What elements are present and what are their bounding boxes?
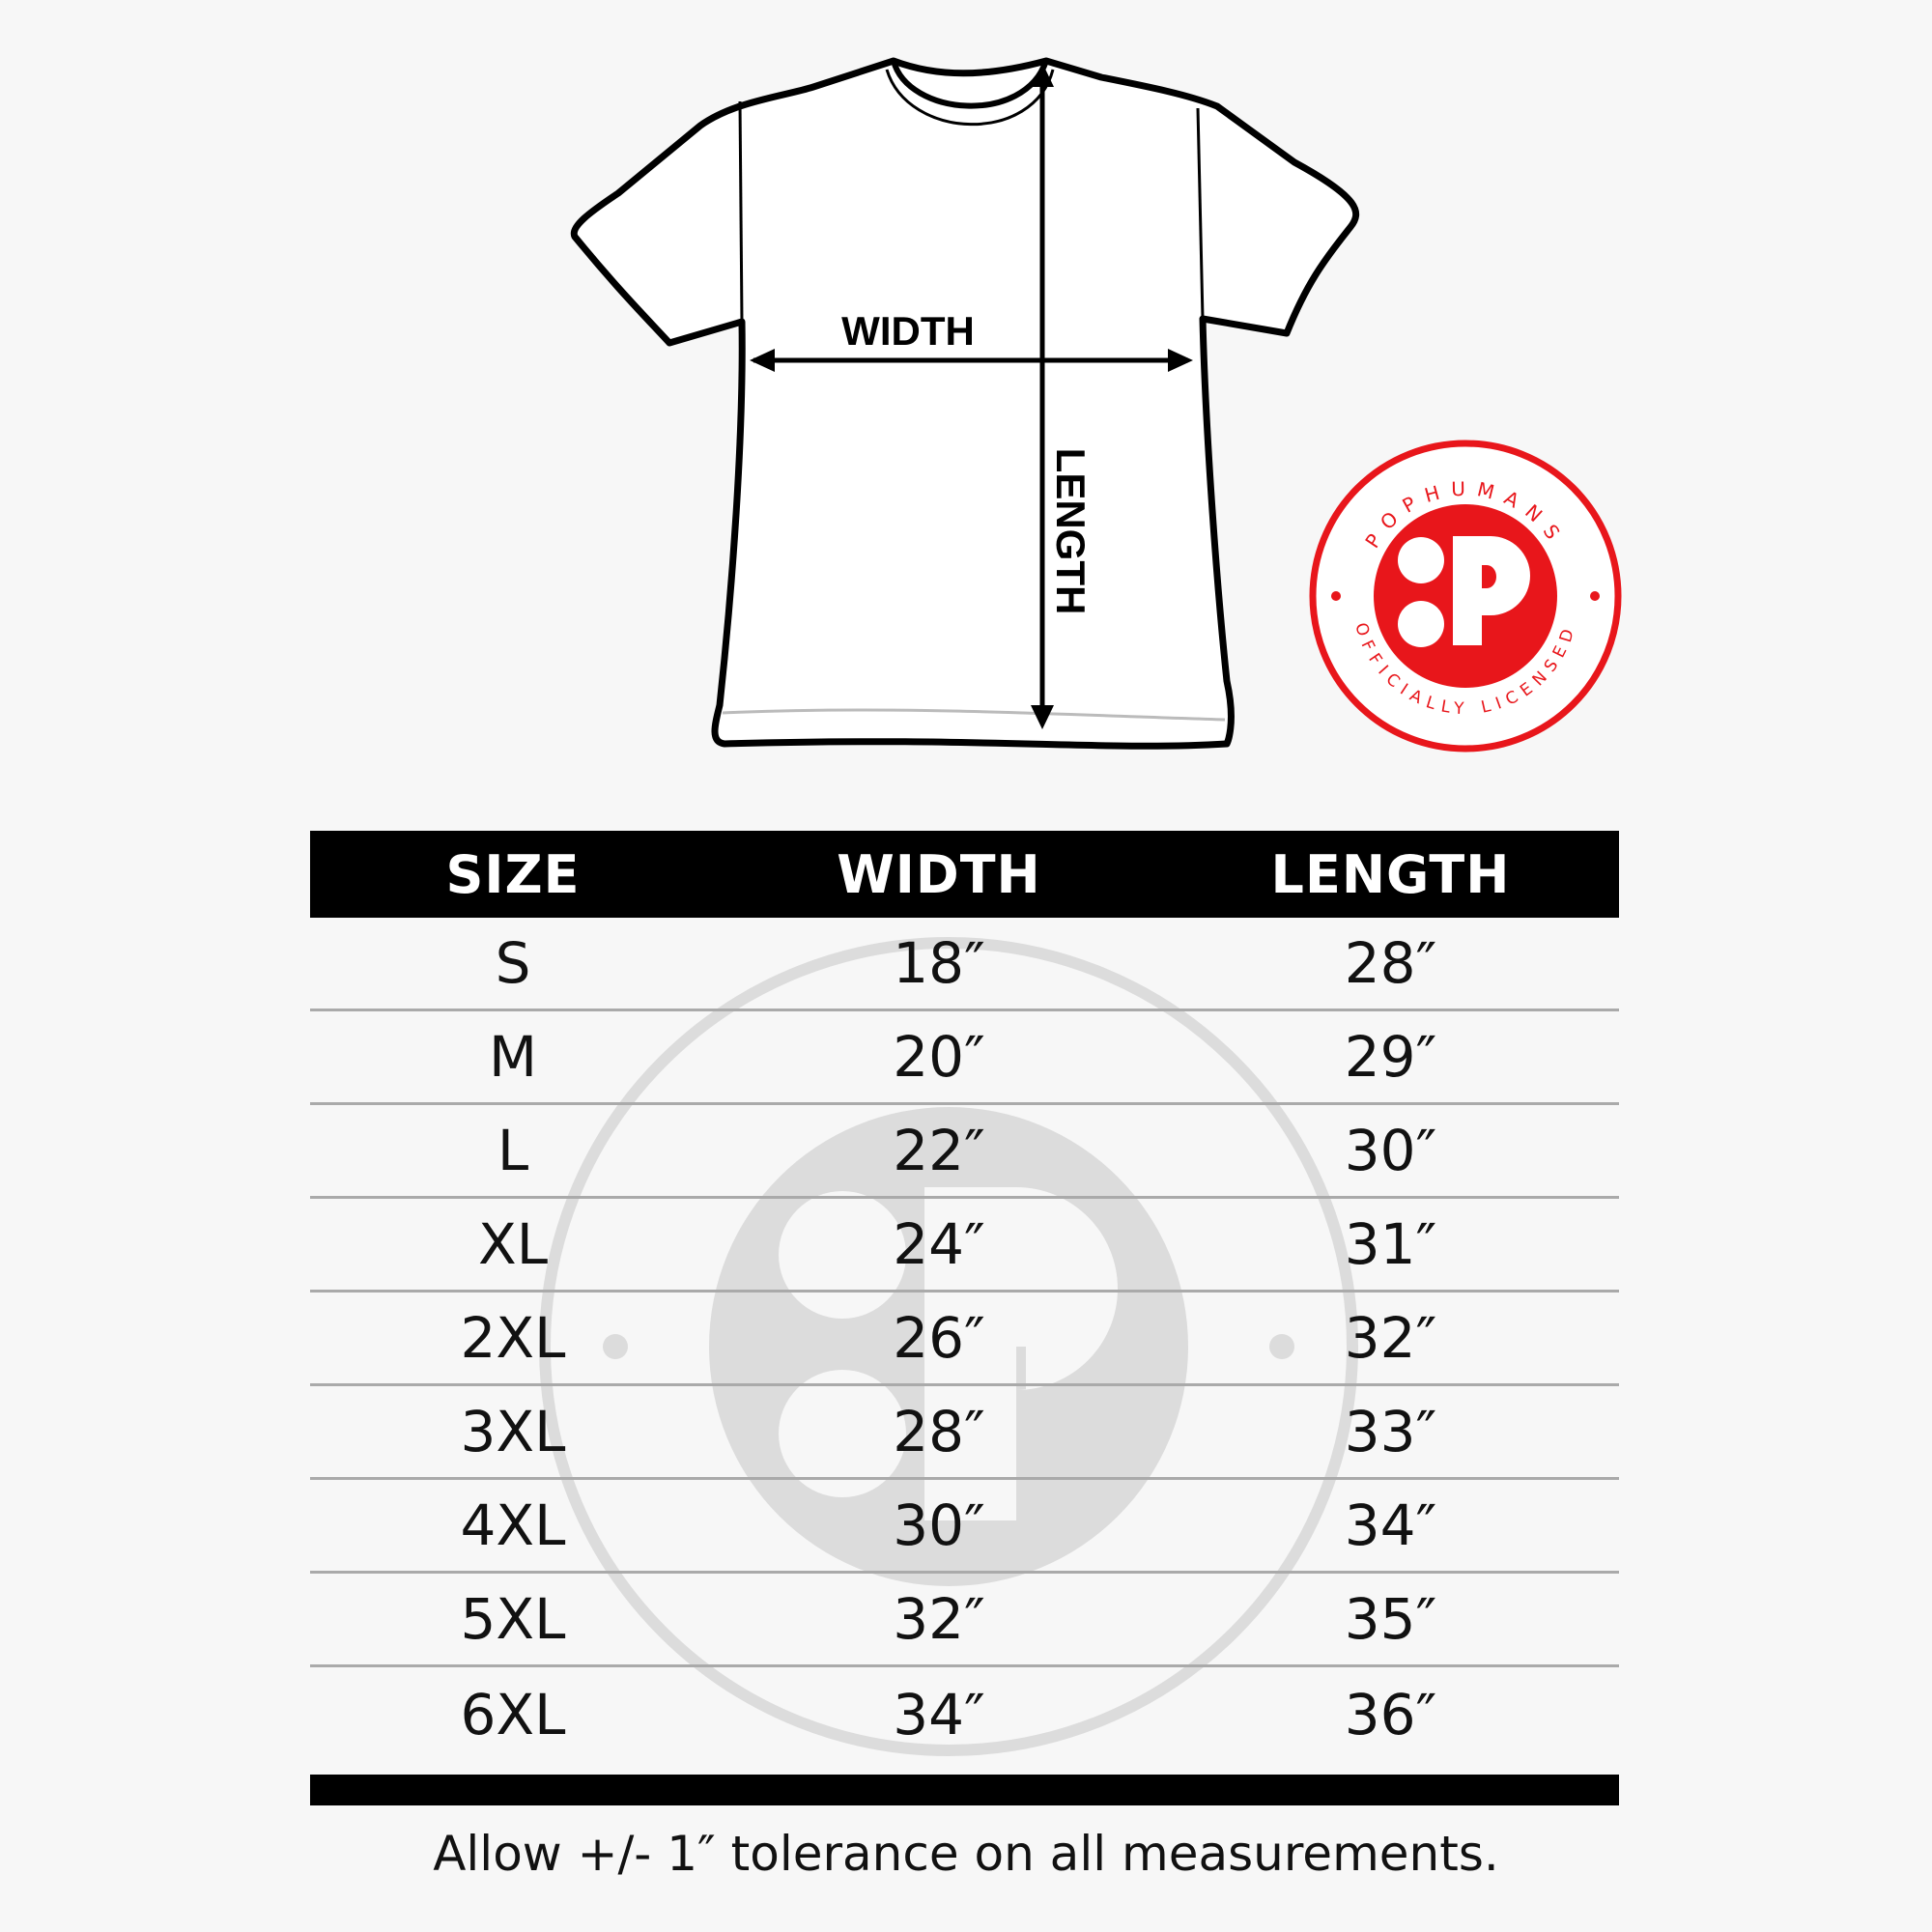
- size-cell: S: [495, 930, 531, 996]
- width-label: WIDTH: [841, 308, 975, 354]
- size-chart-table: SIZE WIDTH LENGTH S 18″ 28″ M 20″ 29″ L 22″ 30″ X…: [310, 831, 1619, 1761]
- length-label: LENGTH: [1048, 448, 1094, 615]
- tshirt-diagram: WIDTH LENGTH: [570, 57, 1360, 750]
- size-cell: XL: [477, 1211, 549, 1277]
- length-cell: 33″: [1344, 1399, 1437, 1464]
- length-cell: 32″: [1344, 1305, 1437, 1371]
- table-row: L 22″ 30″: [310, 1105, 1619, 1199]
- length-cell: 28″: [1344, 930, 1437, 996]
- table-bottom-bar: [310, 1775, 1619, 1805]
- width-cell: 20″: [893, 1024, 985, 1090]
- width-cell: 24″: [893, 1211, 985, 1277]
- table-row: 5XL 32″ 35″: [310, 1574, 1619, 1667]
- header-length: LENGTH: [1270, 843, 1511, 905]
- table-row: M 20″ 29″: [310, 1011, 1619, 1105]
- watermark-logo: [539, 937, 1358, 1756]
- size-cell: M: [488, 1024, 538, 1090]
- size-cell: 6XL: [460, 1681, 566, 1747]
- length-cell: 34″: [1344, 1492, 1437, 1558]
- width-cell: 28″: [893, 1399, 985, 1464]
- header-size: SIZE: [445, 843, 581, 905]
- table-row: 4XL 30″ 34″: [310, 1480, 1619, 1574]
- length-cell: 30″: [1344, 1118, 1437, 1183]
- length-cell: 29″: [1344, 1024, 1437, 1090]
- width-cell: 34″: [893, 1681, 985, 1747]
- table-header: SIZE WIDTH LENGTH: [310, 831, 1619, 918]
- width-cell: 32″: [893, 1586, 985, 1652]
- size-cell: 3XL: [460, 1399, 566, 1464]
- size-cell: L: [497, 1118, 529, 1183]
- table-row: 2XL 26″ 32″: [310, 1293, 1619, 1386]
- header-width: WIDTH: [837, 843, 1041, 905]
- length-cell: 35″: [1344, 1586, 1437, 1652]
- table-row: 3XL 28″ 33″: [310, 1386, 1619, 1480]
- table-row: XL 24″ 31″: [310, 1199, 1619, 1293]
- size-cell: 4XL: [460, 1492, 566, 1558]
- width-cell: 18″: [893, 930, 985, 996]
- length-cell: 31″: [1344, 1211, 1437, 1277]
- length-cell: 36″: [1344, 1681, 1437, 1747]
- officially-licensed-badge: POPHUMANS OFFICIALLY LICENSED: [1309, 440, 1622, 753]
- size-cell: 5XL: [460, 1586, 566, 1652]
- width-cell: 22″: [893, 1118, 985, 1183]
- table-body: S 18″ 28″ M 20″ 29″ L 22″ 30″ XL 24″ 31″ 2XL 26″ 32″ 3X…: [310, 918, 1619, 1761]
- table-row: S 18″ 28″: [310, 918, 1619, 1011]
- size-cell: 2XL: [460, 1305, 566, 1371]
- width-cell: 30″: [893, 1492, 985, 1558]
- width-cell: 26″: [893, 1305, 985, 1371]
- table-row: 6XL 34″ 36″: [310, 1667, 1619, 1761]
- tolerance-note: Allow +/- 1″ tolerance on all measuremen…: [433, 1826, 1499, 1882]
